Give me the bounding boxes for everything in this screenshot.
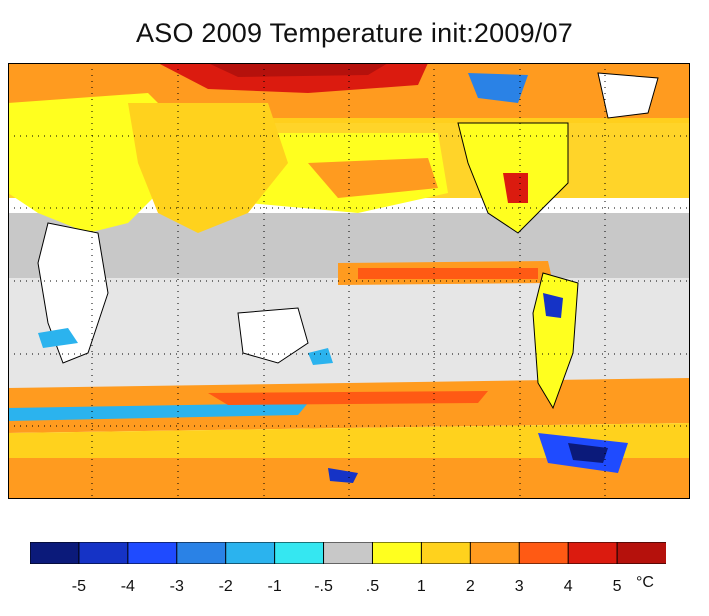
colorbar-swatch	[616, 542, 666, 564]
colorbar-swatch	[78, 542, 129, 564]
arctic-cool-patch	[468, 73, 528, 103]
colorbar-swatch	[127, 542, 178, 564]
australia	[237, 307, 309, 364]
colorbar	[30, 542, 666, 564]
colorbar-tick-label: 2	[465, 578, 475, 595]
equatorial-hot-core	[358, 268, 538, 279]
cool-spot-tasman	[308, 348, 333, 365]
colorbar-swatch	[30, 542, 80, 564]
north-pacific-orange	[308, 158, 438, 198]
map-title: ASO 2009 Temperature init:2009/07	[136, 18, 573, 48]
colorbar-swatch	[225, 542, 276, 564]
unit-label: °C	[636, 574, 654, 591]
greenland	[597, 72, 659, 119]
colorbar-swatch	[518, 542, 570, 564]
temperature-anomaly-map	[8, 63, 690, 499]
north-america-hot-spot	[503, 173, 528, 203]
colorbar-tick-label: -3	[169, 578, 184, 595]
colorbar-tick-label: 5	[612, 578, 622, 595]
south-tropics-light	[8, 278, 690, 393]
colorbar-tick-label: -5	[71, 578, 87, 595]
map-frame	[8, 63, 690, 499]
africa	[37, 222, 109, 364]
arctic-very-hot-patch	[208, 63, 388, 77]
antarctic-cold-spot-2	[328, 468, 358, 483]
colorbar-tick-label: 4	[563, 578, 573, 595]
colorbar-swatch	[274, 542, 325, 564]
colorbar-tick-label: 1	[416, 578, 426, 595]
colorbar-swatch	[420, 542, 472, 564]
south-america-cold-spot	[543, 293, 563, 318]
colorbar-swatch	[567, 542, 619, 564]
colorbar-tick-label: -2	[218, 578, 233, 595]
colorbar-swatch	[323, 542, 374, 564]
colorbar-tick-label: -4	[120, 578, 135, 595]
south-america	[532, 272, 579, 410]
antarctic-very-cold-patch	[568, 443, 608, 463]
colorbar-tick-label: -1	[267, 578, 282, 595]
cool-spot-indian-w	[38, 328, 78, 348]
colorbar-tick-label: -.5	[314, 578, 333, 595]
southern-cool-streak	[8, 403, 308, 421]
colorbar-swatch	[176, 542, 227, 564]
graticule	[8, 63, 690, 499]
colorbar-swatch	[371, 542, 423, 564]
colorbar-tick-label: .5	[365, 578, 380, 595]
southern-red-streak	[208, 391, 488, 405]
colorbar-tick-label: 3	[514, 578, 524, 595]
colorbar-swatch	[469, 542, 521, 564]
